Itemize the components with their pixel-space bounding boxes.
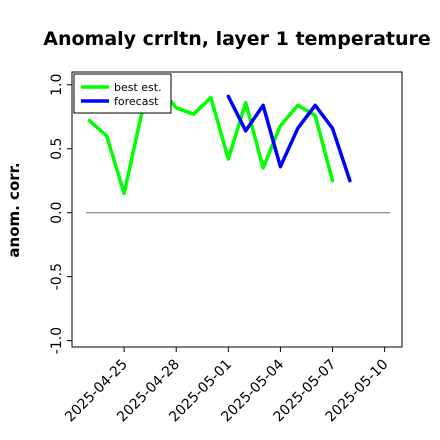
chart-title: Anomaly crrltn, layer 1 temperature — [43, 28, 431, 50]
y-tick-label: -0.5 — [49, 263, 65, 290]
y-tick-label: 0.5 — [49, 138, 65, 160]
axes-frame — [71, 71, 403, 348]
legend-label-0: best est. — [114, 81, 162, 94]
series-line-0 — [87, 85, 335, 196]
y-tick-label: -1.0 — [49, 327, 65, 354]
legend-label-1: forecast — [114, 95, 159, 108]
series-line-1 — [226, 94, 352, 183]
y-axis-label: anom. corr. — [5, 162, 23, 257]
y-tick-label: 1.0 — [49, 74, 65, 96]
plot-area: -1.0-0.50.00.51.02025-04-252025-04-28202… — [49, 71, 403, 425]
y-tick-label: 0.0 — [49, 202, 65, 224]
legend-box — [73, 73, 172, 114]
legend: best est.forecast — [73, 73, 172, 114]
